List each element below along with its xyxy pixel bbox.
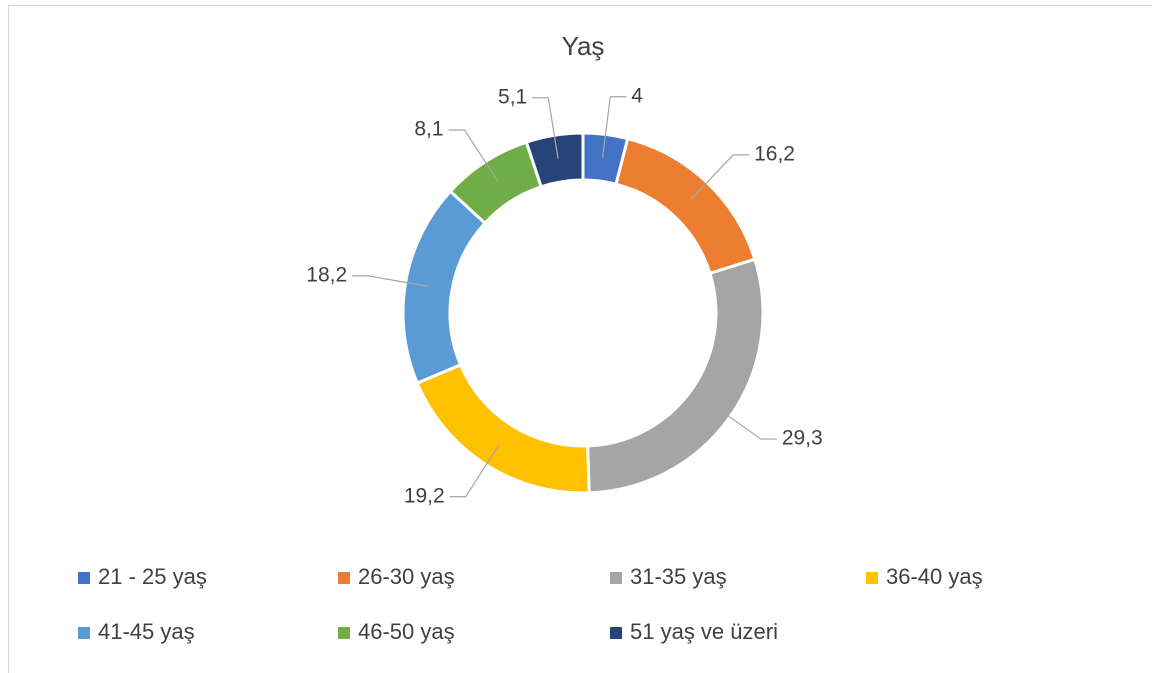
leader-line (601, 96, 627, 158)
data-label: 4 (631, 84, 643, 107)
data-label: 16,2 (754, 142, 795, 165)
legend-label: 51 yaş ve üzeri (630, 619, 778, 644)
legend-label: 31-35 yaş (630, 564, 727, 589)
data-label: 29,3 (782, 427, 823, 450)
legend-swatch (78, 627, 90, 639)
leader-line (690, 154, 750, 200)
data-label: 18,2 (306, 263, 347, 286)
chart-border (8, 5, 1152, 673)
leader-line (532, 97, 559, 159)
legend-swatch (866, 572, 878, 584)
legend-label: 41-45 yaş (98, 619, 195, 644)
leader-line (448, 129, 499, 182)
legend-swatch (610, 572, 622, 584)
leader-line (449, 444, 500, 498)
legend-swatch (338, 572, 350, 584)
leader-line (710, 403, 777, 440)
data-label: 19,2 (404, 484, 445, 507)
legend-label: 21 - 25 yaş (98, 564, 207, 589)
legend-swatch (610, 627, 622, 639)
legend-label: 46-50 yaş (358, 619, 455, 644)
data-label: 8,1 (414, 118, 443, 141)
legend-swatch (338, 627, 350, 639)
legend-label: 26-30 yaş (358, 564, 455, 589)
legend-label: 36-40 yaş (886, 564, 983, 589)
leader-line (352, 275, 429, 287)
chart-title: Yaş (562, 31, 605, 61)
donut-slice (524, 131, 585, 189)
legend-swatch (78, 572, 90, 584)
data-label: 5,1 (498, 85, 527, 108)
